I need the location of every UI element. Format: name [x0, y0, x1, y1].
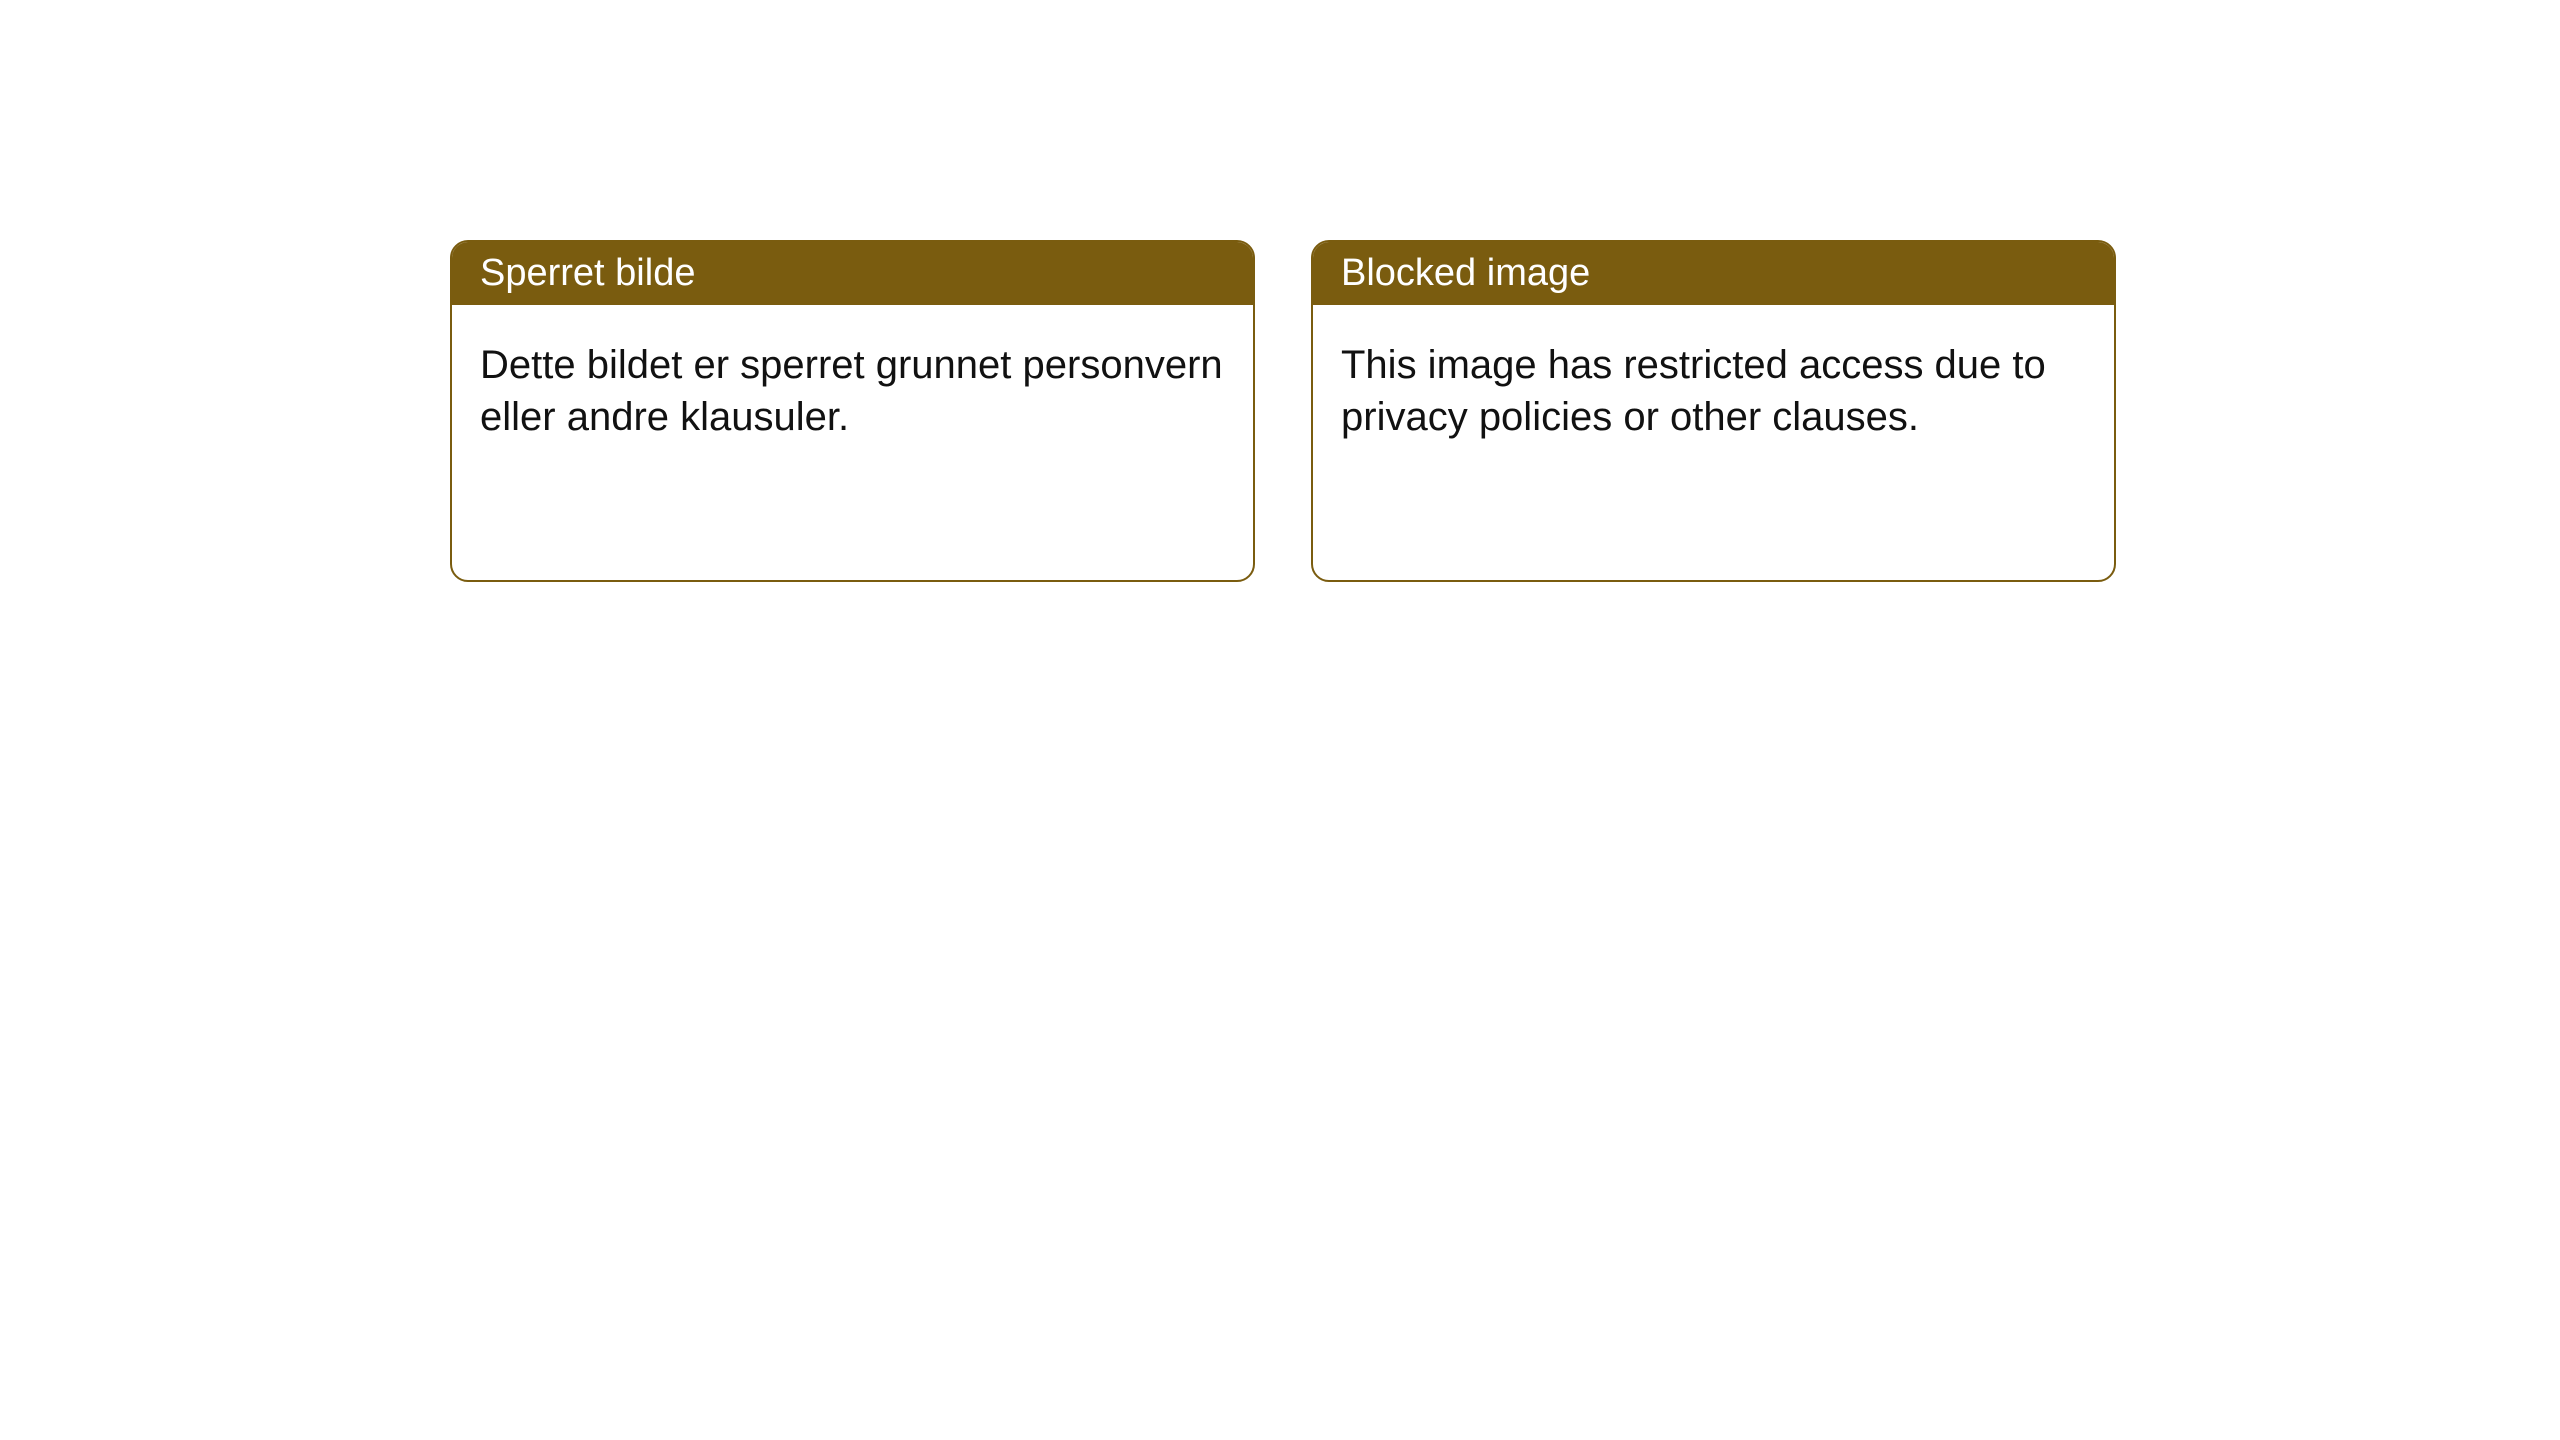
notice-text: Dette bildet er sperret grunnet personve…	[480, 343, 1223, 439]
notice-container: Sperret bilde Dette bildet er sperret gr…	[0, 0, 2560, 582]
notice-card-english: Blocked image This image has restricted …	[1311, 240, 2116, 582]
notice-title: Blocked image	[1341, 252, 1590, 294]
notice-card-norwegian: Sperret bilde Dette bildet er sperret gr…	[450, 240, 1255, 582]
notice-header-norwegian: Sperret bilde	[452, 242, 1253, 305]
notice-body-norwegian: Dette bildet er sperret grunnet personve…	[452, 305, 1253, 580]
notice-text: This image has restricted access due to …	[1341, 343, 2046, 439]
notice-header-english: Blocked image	[1313, 242, 2114, 305]
notice-body-english: This image has restricted access due to …	[1313, 305, 2114, 580]
notice-title: Sperret bilde	[480, 252, 695, 294]
